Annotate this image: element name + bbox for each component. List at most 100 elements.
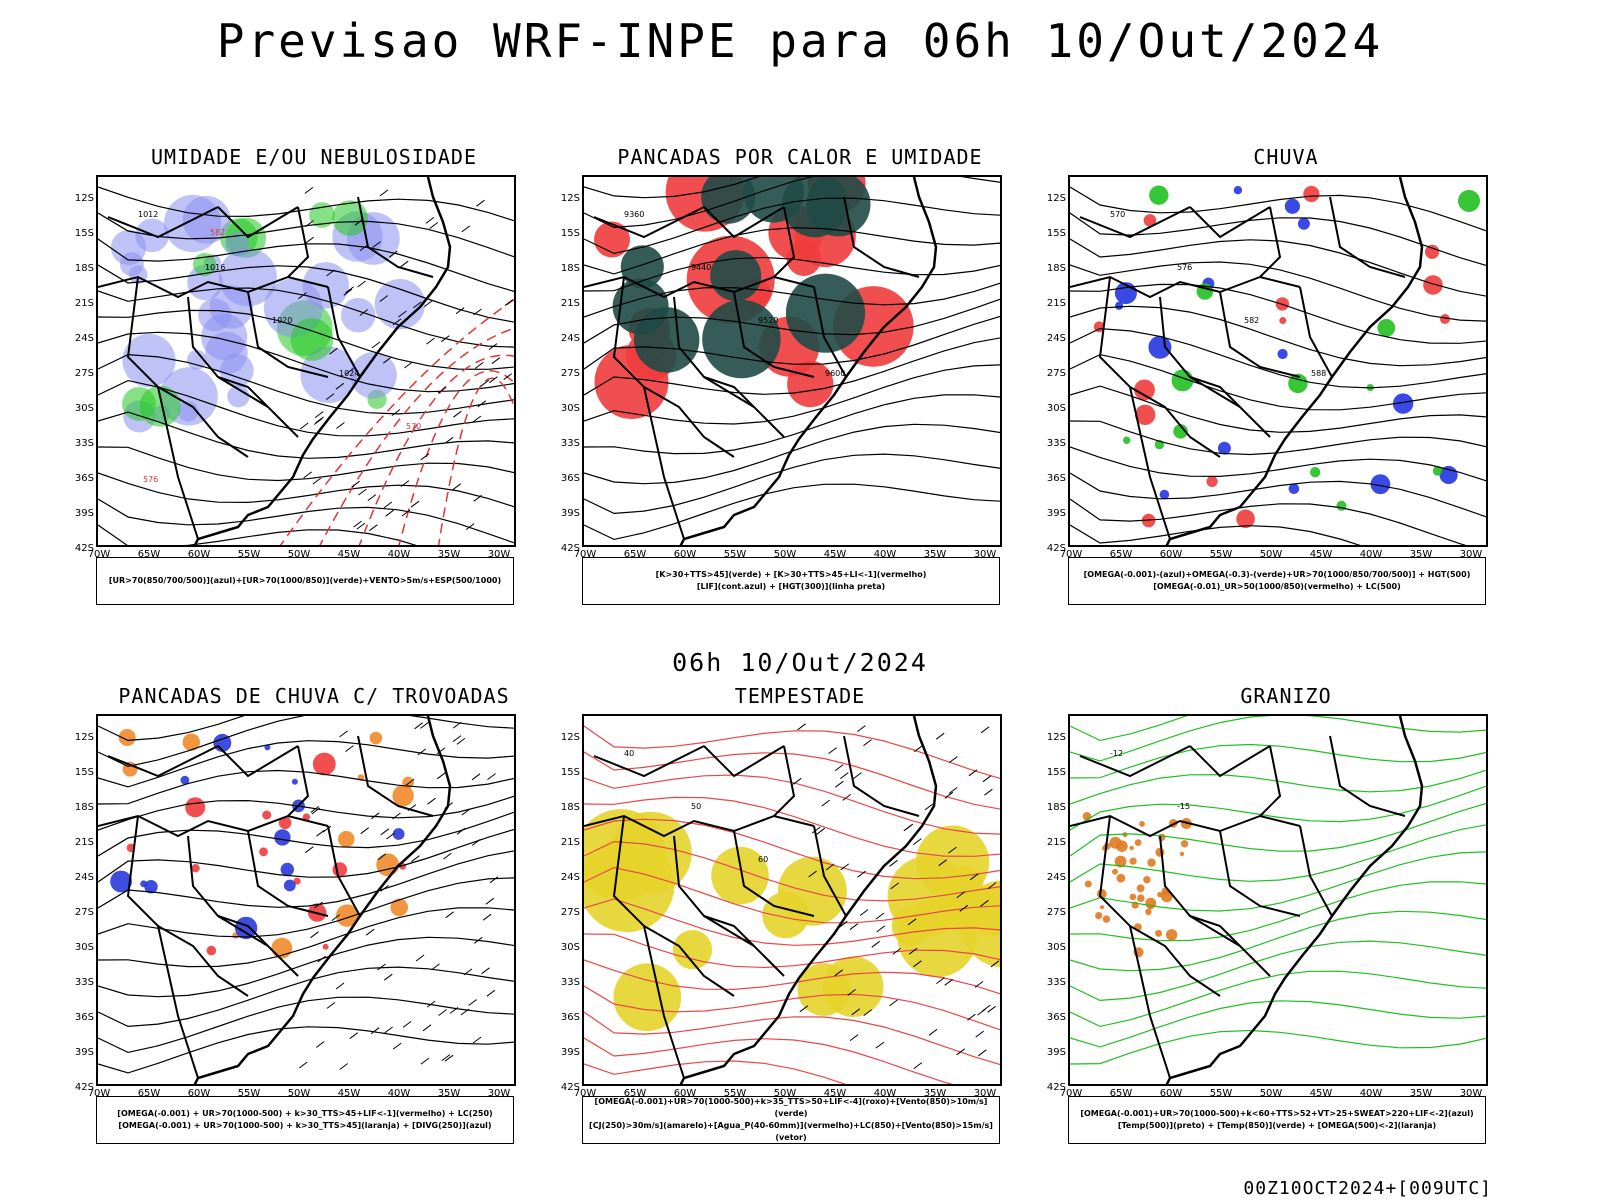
shaded-area — [1279, 317, 1287, 324]
longitude-label: 60W — [187, 1088, 211, 1099]
contour-line — [584, 315, 1000, 370]
state-border — [1189, 376, 1241, 408]
contour-label: 570 — [1110, 210, 1125, 219]
latitude-label: 21S — [560, 837, 580, 848]
wind-vector — [913, 1062, 923, 1070]
wind-vector — [987, 1005, 996, 1013]
contour-line — [98, 850, 514, 909]
shaded-area — [1155, 847, 1165, 857]
shaded-area — [1284, 198, 1300, 214]
contour-line — [1070, 327, 1486, 389]
wind-vector — [425, 217, 435, 224]
latitude-label: 33S — [560, 977, 580, 988]
wind-vector — [357, 280, 366, 288]
wind-vector — [468, 999, 477, 1006]
state-border — [773, 206, 796, 278]
panel-legend: [OMEGA(-0.001)+UR>70(1000-500)+k<60+TTS>… — [1068, 1096, 1486, 1144]
state-border — [703, 915, 755, 947]
shaded-area — [1217, 441, 1231, 455]
wind-vector — [908, 947, 918, 955]
wind-vector — [913, 960, 922, 968]
wind-vector — [349, 1032, 359, 1040]
contour-line — [1070, 824, 1486, 883]
wind-vector — [377, 853, 387, 861]
wind-vector — [488, 343, 498, 351]
shaded-area — [1336, 500, 1347, 511]
shaded-area — [1129, 845, 1134, 851]
wind-vector — [857, 725, 866, 733]
shaded-area — [1123, 436, 1131, 444]
latitude-label: 12S — [1046, 193, 1066, 204]
wind-vector — [821, 799, 830, 807]
longitude-label: 45W — [823, 1088, 847, 1099]
shaded-area — [1440, 314, 1450, 324]
wind-vector — [379, 189, 389, 197]
state-border — [643, 386, 685, 540]
latitude-label: 18S — [560, 802, 580, 813]
state-border — [1079, 206, 1191, 239]
latitude-label: 27S — [1046, 907, 1066, 918]
latitude-label: 24S — [74, 872, 94, 883]
latitude-label: 12S — [560, 193, 580, 204]
contour-line — [1070, 970, 1486, 1028]
shaded-area — [1137, 894, 1145, 902]
latitude-label: 15S — [1046, 228, 1066, 239]
wind-vector — [812, 826, 821, 834]
contour-line — [1070, 305, 1486, 367]
wind-vector — [489, 876, 499, 884]
shaded-area — [274, 829, 291, 846]
shaded-area — [1173, 424, 1188, 439]
forecast-map: 9360 9440 9520 9600 — [582, 175, 1002, 547]
longitude-label: 35W — [437, 1088, 461, 1099]
wind-vector — [503, 373, 513, 381]
wind-vector — [968, 769, 978, 777]
longitude-label: 35W — [1409, 549, 1433, 560]
wind-vector — [312, 477, 322, 485]
wind-vector — [367, 494, 377, 502]
wind-vector — [391, 409, 401, 416]
latitude-label: 39S — [1046, 1047, 1066, 1058]
latitude-label: 42S — [74, 543, 94, 554]
latitude-label: 30S — [560, 403, 580, 414]
state-border — [247, 830, 329, 917]
longitude-label: 50W — [1259, 1088, 1283, 1099]
longitude-label: 55W — [1209, 549, 1233, 560]
contour-line — [98, 1026, 514, 1074]
contour-label: 582 — [210, 228, 225, 237]
wind-vector — [452, 483, 462, 491]
wind-vector — [415, 954, 425, 962]
wind-vector — [476, 199, 485, 207]
longitude-label: 30W — [487, 1088, 511, 1099]
shaded-area — [1458, 189, 1480, 212]
shaded-area — [1149, 185, 1169, 205]
contour-line — [584, 177, 760, 199]
latitude-label: 27S — [560, 368, 580, 379]
contour-line — [584, 898, 1000, 946]
state-border — [327, 286, 361, 378]
wind-vector — [436, 772, 446, 780]
state-border — [703, 745, 785, 778]
shaded-area — [1377, 319, 1396, 337]
contour-line — [98, 446, 514, 482]
contour-label: 1024 — [339, 369, 359, 378]
shaded-area — [1432, 466, 1443, 476]
panel-title: UMIDADE E/OU NEBULOSIDADE — [150, 145, 478, 169]
wind-vector — [422, 1024, 432, 1032]
wind-vector — [912, 838, 922, 846]
contour-line — [1070, 261, 1486, 322]
latitude-label: 36S — [1046, 473, 1066, 484]
latitude-label: 21S — [1046, 837, 1066, 848]
wind-vector — [370, 1027, 380, 1035]
contour-line — [1070, 1000, 1486, 1048]
state-border — [593, 206, 705, 239]
wind-vector — [980, 726, 990, 734]
contour-line — [98, 212, 514, 258]
wind-vector — [436, 747, 446, 755]
wind-vector — [834, 969, 844, 977]
shaded-area — [291, 778, 298, 785]
shaded-area — [1297, 217, 1310, 230]
panel-legend: [K>30+TTS>45](verde) + [K>30+TTS>45+LI<-… — [582, 557, 1000, 605]
wind-vector — [383, 501, 393, 509]
contour-line — [1070, 472, 1486, 518]
wind-vector — [392, 812, 401, 820]
